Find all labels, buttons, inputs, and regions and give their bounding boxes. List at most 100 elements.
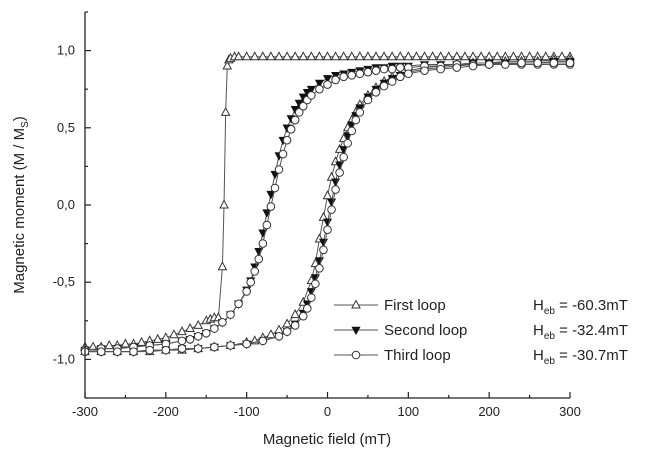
data-point bbox=[343, 138, 353, 148]
data-point bbox=[322, 51, 333, 61]
data-point bbox=[387, 77, 397, 86]
data-point bbox=[298, 51, 309, 61]
series-line bbox=[85, 60, 570, 353]
data-point bbox=[314, 79, 324, 89]
data-point bbox=[395, 63, 405, 72]
data-point bbox=[387, 51, 397, 61]
data-point bbox=[326, 171, 337, 181]
x-tick-label: 100 bbox=[397, 404, 419, 419]
data-point bbox=[266, 202, 276, 211]
data-point bbox=[274, 165, 284, 174]
heb-subscript: eb bbox=[544, 306, 556, 317]
data-point bbox=[315, 264, 324, 273]
data-point bbox=[294, 108, 304, 117]
data-point bbox=[258, 51, 268, 61]
data-point bbox=[262, 209, 272, 218]
data-point bbox=[88, 341, 98, 351]
series-line bbox=[84, 62, 570, 351]
x-tick-label: -200 bbox=[153, 404, 179, 419]
data-point bbox=[468, 61, 478, 71]
data-point bbox=[484, 60, 494, 69]
data-point bbox=[282, 318, 292, 328]
y-tick-label: 0,0 bbox=[57, 197, 75, 212]
data-point bbox=[210, 324, 219, 333]
data-point bbox=[323, 225, 332, 235]
legend-marker bbox=[351, 326, 361, 336]
data-point bbox=[242, 287, 251, 296]
data-point bbox=[152, 333, 163, 343]
data-point bbox=[282, 135, 292, 145]
data-point bbox=[177, 336, 187, 346]
data-point bbox=[233, 51, 244, 61]
data-point bbox=[395, 72, 405, 82]
data-point bbox=[524, 51, 535, 61]
data-point bbox=[129, 347, 138, 356]
data-point bbox=[346, 51, 357, 61]
data-point bbox=[387, 64, 397, 74]
data-point bbox=[565, 58, 575, 68]
data-point bbox=[246, 277, 256, 287]
data-point bbox=[290, 115, 300, 125]
data-point bbox=[298, 101, 308, 111]
exchange-bias-label: Heb = -32.4mT bbox=[533, 322, 628, 342]
y-axis-title: Magnetic moment (M / MS) bbox=[11, 116, 31, 294]
data-point bbox=[104, 339, 115, 350]
data-point bbox=[501, 60, 510, 69]
heb-symbol: H bbox=[533, 297, 544, 314]
y-ticks: 1,0 0,5 0,0 -0,5 -1,0 bbox=[53, 11, 91, 399]
data-point bbox=[371, 66, 381, 75]
data-point bbox=[266, 190, 276, 200]
data-point bbox=[379, 64, 389, 74]
data-point bbox=[242, 339, 251, 349]
data-point bbox=[363, 95, 373, 105]
data-point bbox=[258, 239, 268, 248]
data-point bbox=[169, 329, 179, 339]
data-point bbox=[193, 319, 204, 329]
data-point bbox=[517, 58, 526, 68]
data-point bbox=[270, 183, 280, 193]
data-point bbox=[363, 67, 373, 77]
data-point bbox=[185, 322, 195, 333]
data-point bbox=[338, 51, 349, 61]
legend-label: Third loop bbox=[384, 347, 451, 364]
x-axis-title: Magnetic field (mT) bbox=[263, 431, 391, 448]
data-point bbox=[290, 321, 300, 330]
data-point bbox=[339, 72, 348, 82]
data-point bbox=[460, 51, 470, 61]
data-point bbox=[274, 51, 284, 61]
data-point bbox=[274, 324, 284, 334]
series-line bbox=[85, 59, 570, 353]
data-point bbox=[331, 75, 340, 85]
data-point bbox=[113, 347, 122, 356]
series-1 bbox=[80, 51, 575, 356]
data-point bbox=[335, 168, 344, 177]
data-point bbox=[443, 51, 454, 61]
data-point bbox=[327, 205, 336, 214]
data-point bbox=[222, 60, 233, 70]
data-point bbox=[177, 344, 187, 353]
data-point bbox=[249, 51, 260, 61]
data-point bbox=[298, 311, 308, 321]
x-tick-label: 200 bbox=[478, 404, 500, 419]
heb-value: = -60.3mT bbox=[555, 297, 628, 314]
data-point bbox=[218, 318, 227, 327]
data-point bbox=[371, 87, 381, 97]
data-point bbox=[323, 218, 332, 228]
data-point bbox=[339, 152, 348, 162]
data-point bbox=[351, 115, 361, 125]
series-line bbox=[85, 62, 570, 353]
data-point bbox=[307, 91, 316, 100]
data-point bbox=[234, 299, 243, 309]
plot-area bbox=[80, 51, 575, 357]
data-point bbox=[330, 51, 341, 61]
data-point bbox=[419, 51, 430, 61]
y-axis-title-close: ) bbox=[11, 116, 28, 121]
data-point bbox=[395, 51, 406, 61]
x-tick-label: 0 bbox=[324, 404, 331, 419]
data-point bbox=[323, 80, 332, 89]
data-point bbox=[177, 326, 187, 336]
x-tick-label: -300 bbox=[72, 404, 98, 419]
y-axis-title-sub: S bbox=[20, 121, 31, 128]
data-point bbox=[161, 345, 171, 355]
